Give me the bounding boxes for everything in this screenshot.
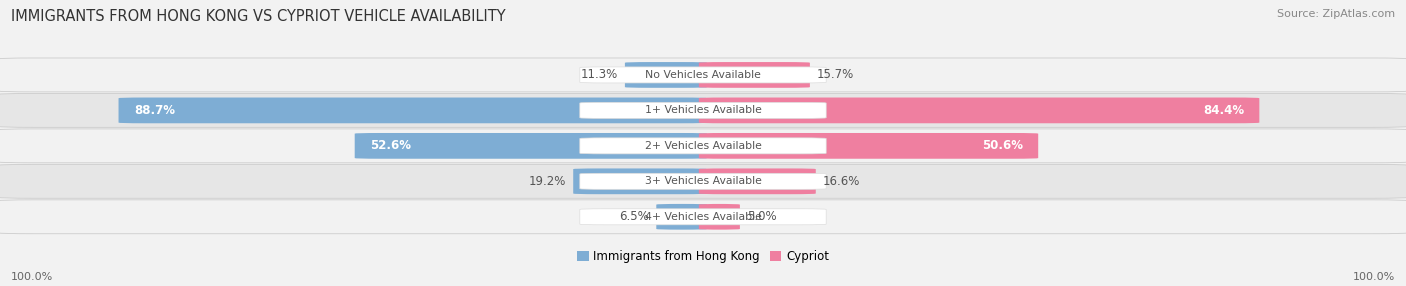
- Text: No Vehicles Available: No Vehicles Available: [645, 70, 761, 80]
- FancyBboxPatch shape: [579, 209, 827, 225]
- Text: 50.6%: 50.6%: [981, 139, 1024, 152]
- Text: 2+ Vehicles Available: 2+ Vehicles Available: [644, 141, 762, 151]
- Text: 15.7%: 15.7%: [817, 68, 853, 82]
- Text: 6.5%: 6.5%: [620, 210, 650, 223]
- FancyBboxPatch shape: [699, 204, 740, 230]
- FancyBboxPatch shape: [657, 204, 707, 230]
- FancyBboxPatch shape: [0, 129, 1406, 163]
- FancyBboxPatch shape: [579, 67, 827, 83]
- Text: 4+ Vehicles Available: 4+ Vehicles Available: [644, 212, 762, 222]
- Text: 100.0%: 100.0%: [1353, 272, 1395, 282]
- Text: 11.3%: 11.3%: [581, 68, 619, 82]
- FancyBboxPatch shape: [0, 164, 1406, 198]
- Text: 88.7%: 88.7%: [134, 104, 174, 117]
- FancyBboxPatch shape: [0, 58, 1406, 92]
- FancyBboxPatch shape: [0, 200, 1406, 234]
- Text: 16.6%: 16.6%: [823, 175, 860, 188]
- FancyBboxPatch shape: [579, 138, 827, 154]
- Text: 5.0%: 5.0%: [747, 210, 776, 223]
- Text: 52.6%: 52.6%: [370, 139, 411, 152]
- FancyBboxPatch shape: [579, 102, 827, 118]
- Text: 19.2%: 19.2%: [529, 175, 567, 188]
- Text: 3+ Vehicles Available: 3+ Vehicles Available: [644, 176, 762, 186]
- Text: Source: ZipAtlas.com: Source: ZipAtlas.com: [1277, 9, 1395, 19]
- Text: 100.0%: 100.0%: [11, 272, 53, 282]
- FancyBboxPatch shape: [699, 168, 815, 194]
- Legend: Immigrants from Hong Kong, Cypriot: Immigrants from Hong Kong, Cypriot: [572, 245, 834, 268]
- FancyBboxPatch shape: [579, 173, 827, 189]
- Text: IMMIGRANTS FROM HONG KONG VS CYPRIOT VEHICLE AVAILABILITY: IMMIGRANTS FROM HONG KONG VS CYPRIOT VEH…: [11, 9, 506, 23]
- FancyBboxPatch shape: [574, 168, 707, 194]
- FancyBboxPatch shape: [699, 62, 810, 88]
- FancyBboxPatch shape: [0, 94, 1406, 127]
- FancyBboxPatch shape: [354, 133, 707, 159]
- Text: 1+ Vehicles Available: 1+ Vehicles Available: [644, 106, 762, 115]
- FancyBboxPatch shape: [118, 98, 707, 123]
- FancyBboxPatch shape: [699, 133, 1038, 159]
- FancyBboxPatch shape: [624, 62, 707, 88]
- FancyBboxPatch shape: [699, 98, 1260, 123]
- Text: 84.4%: 84.4%: [1204, 104, 1244, 117]
